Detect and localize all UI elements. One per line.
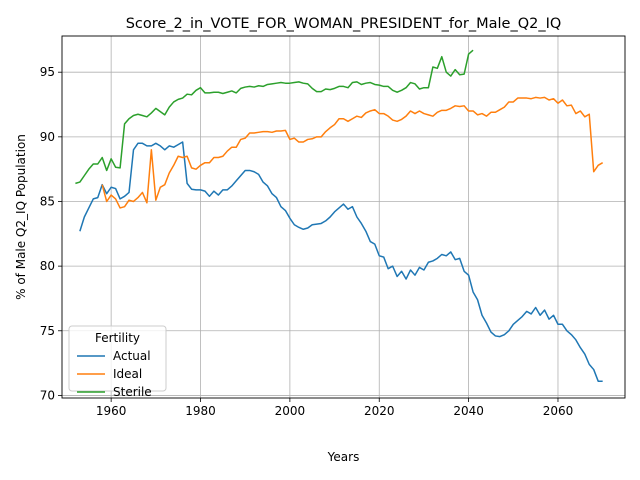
x-axis: 1960 1980 2000 2020 2040 2060 xyxy=(96,398,573,418)
series-line-ideal xyxy=(101,96,604,209)
plot-lines xyxy=(75,49,604,382)
x-tick-label: 2020 xyxy=(364,404,395,418)
legend: Fertility Actual Ideal Sterile xyxy=(68,325,167,399)
series-line-actual xyxy=(79,141,603,382)
legend-entry: Ideal xyxy=(113,367,142,381)
y-axis-label: % of Male Q2_IQ Population xyxy=(14,134,28,300)
legend-entry: Actual xyxy=(113,349,151,363)
y-tick-label: 95 xyxy=(40,65,55,79)
chart-title: Score_2_in_VOTE_FOR_WOMAN_PRESIDENT_for_… xyxy=(126,16,562,32)
y-tick-label: 90 xyxy=(40,130,55,144)
y-tick-label: 80 xyxy=(40,259,55,273)
series-line-sterile xyxy=(75,49,474,185)
legend-entry: Sterile xyxy=(113,385,152,399)
legend-title: Fertility xyxy=(95,331,140,345)
x-axis-label: Years xyxy=(327,450,360,464)
x-tick-label: 2040 xyxy=(453,404,484,418)
grid xyxy=(62,36,625,398)
x-tick-label: 1960 xyxy=(96,404,127,418)
y-axis: 70 75 80 85 90 95 xyxy=(40,65,62,402)
y-tick-label: 85 xyxy=(40,194,55,208)
plot-frame xyxy=(61,35,626,399)
x-tick-label: 2000 xyxy=(275,404,306,418)
y-tick-label: 75 xyxy=(40,324,55,338)
y-tick-label: 70 xyxy=(40,388,55,402)
x-tick-label: 1980 xyxy=(185,404,216,418)
x-tick-label: 2060 xyxy=(543,404,574,418)
